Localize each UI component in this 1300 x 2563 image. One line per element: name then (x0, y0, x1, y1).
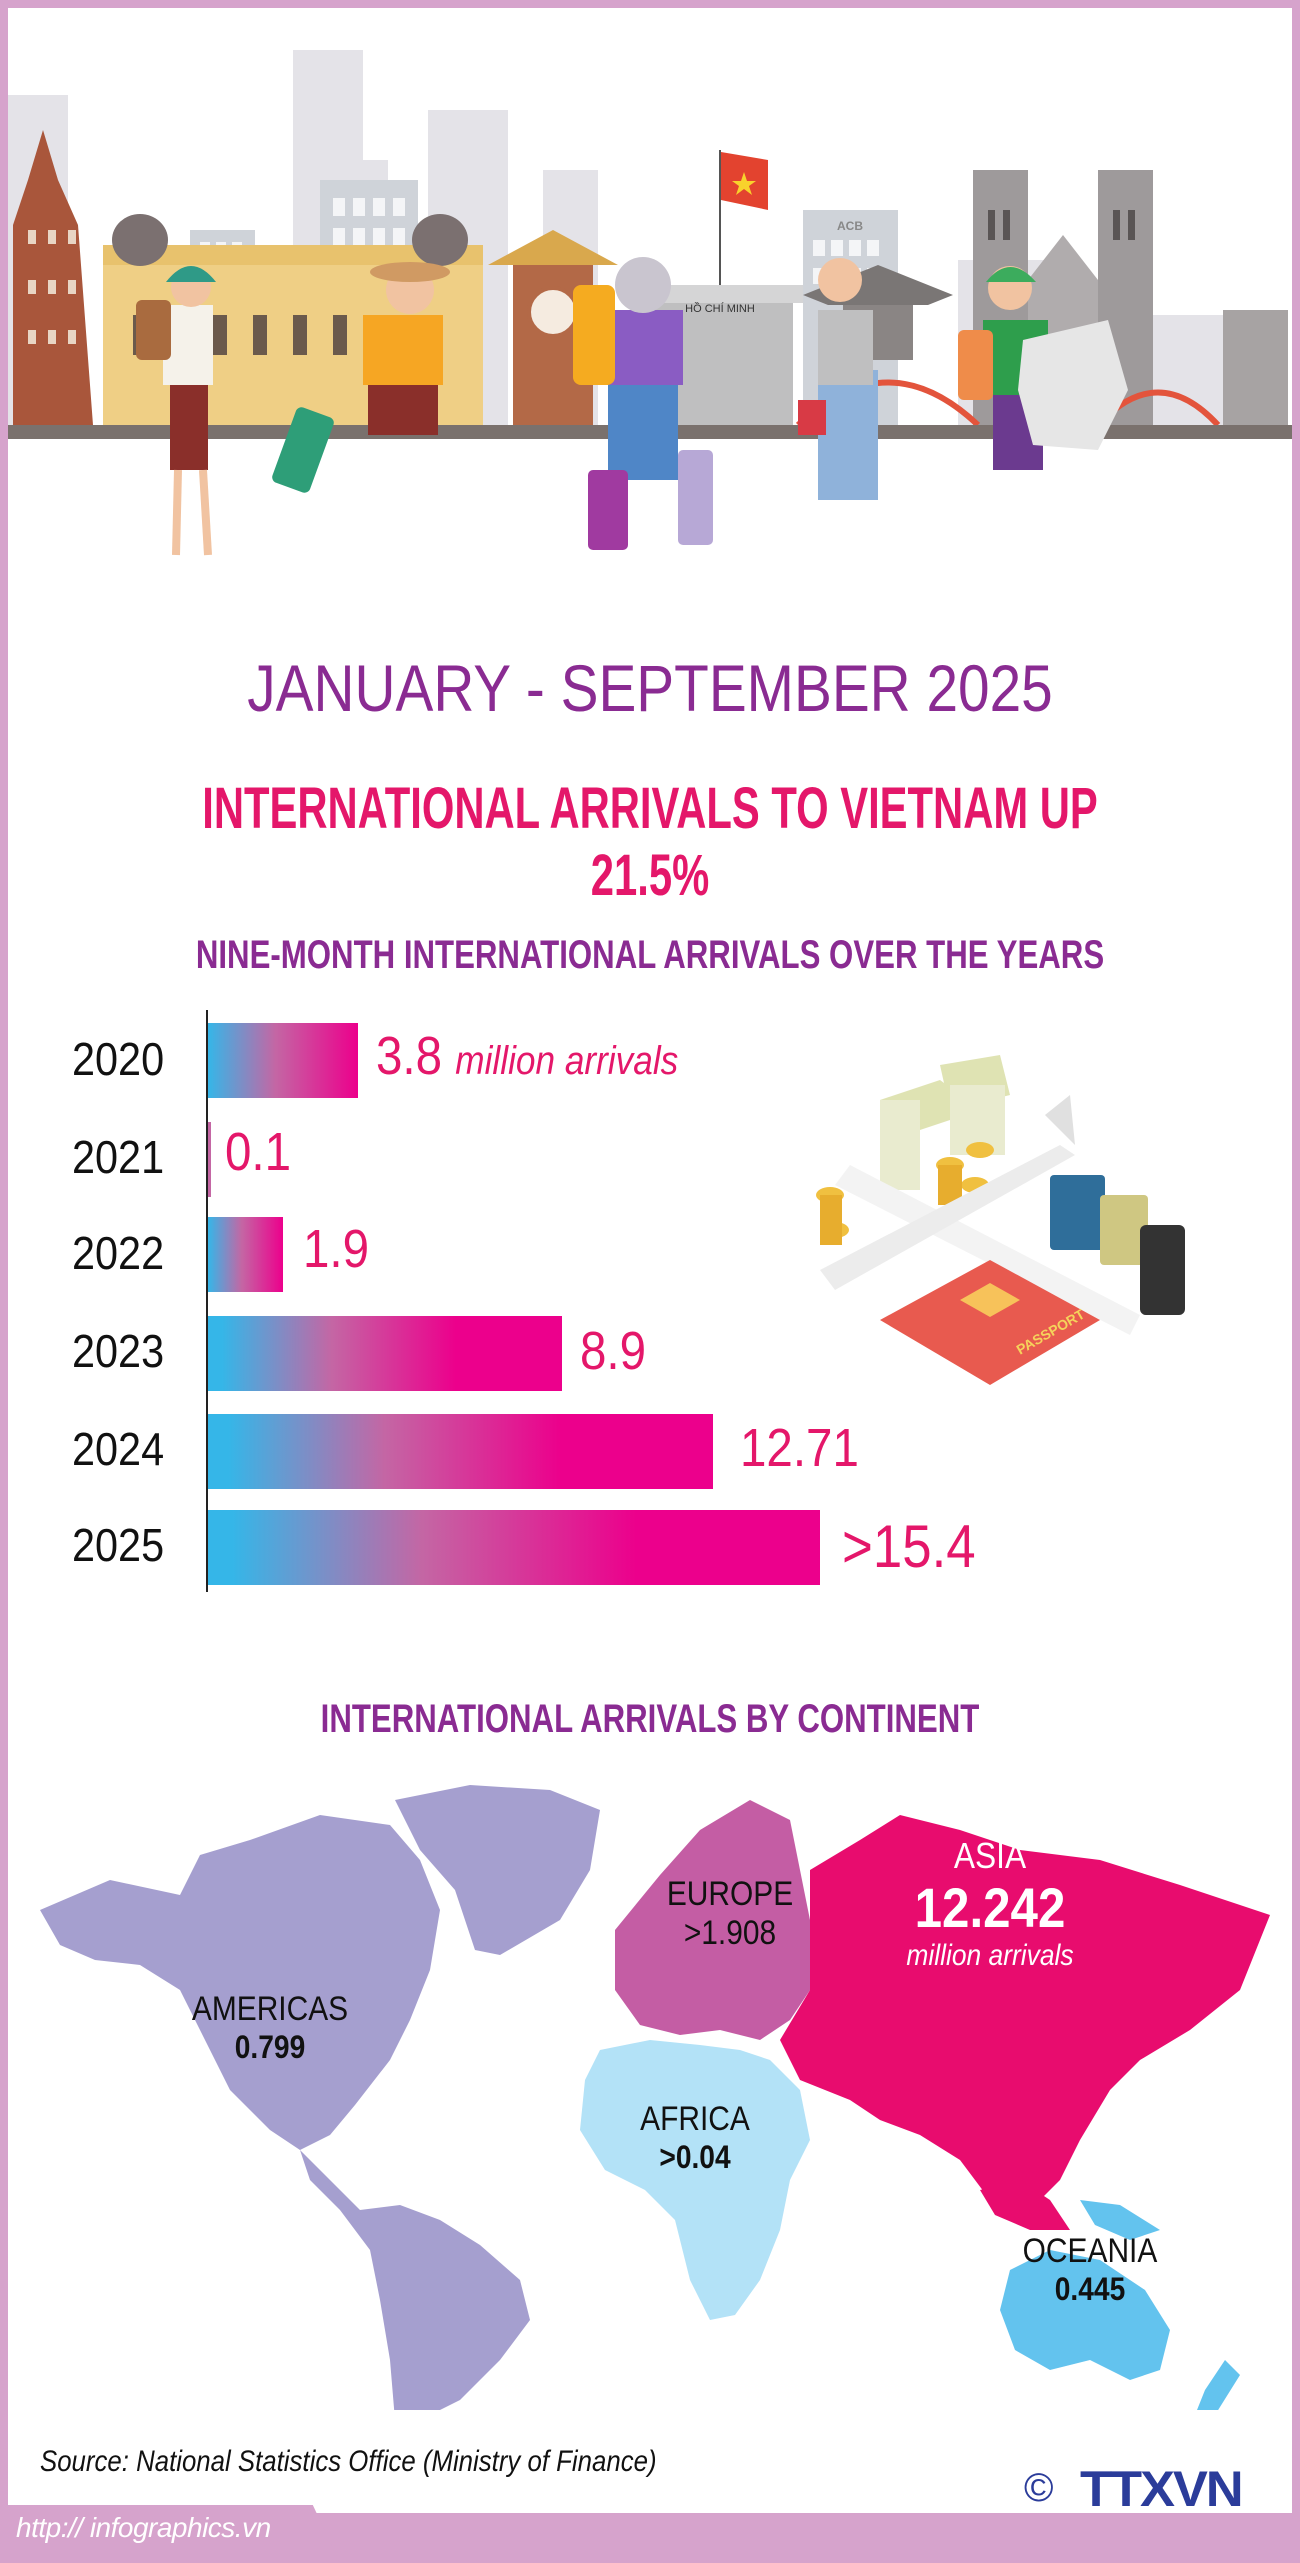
year-label-2023: 2023 (72, 1325, 165, 1377)
continent-oceania-islands (1080, 2200, 1160, 2240)
value-label-2023: 8.9 (580, 1321, 647, 1381)
footer-url-tab (0, 2505, 340, 2563)
year-label-2025: 2025 (72, 1519, 165, 1571)
hanoi-landmarks-tourists-illustration: ACB HỒ CHÍ MINH (8, 50, 1292, 556)
label-americas: AMERICAS 0.799 (191, 1990, 349, 2065)
continent-africa (580, 2040, 810, 2320)
source-note: Source: National Statistics Office (Mini… (40, 2445, 657, 2478)
period-title: JANUARY - SEPTEMBER 2025 (247, 651, 1053, 725)
value-label-2024: 12.71 (740, 1418, 859, 1478)
continent-asia (780, 1815, 1270, 2210)
value-label-2020: 3.8 million arrivals (376, 1026, 679, 1086)
logo-wordmark: TTXVN (1080, 2461, 1244, 2517)
bar-2022 (208, 1217, 283, 1292)
headline: INTERNATIONAL ARRIVALS TO VIETNAM UP 21.… (202, 776, 1098, 908)
year-label-2020: 2020 (72, 1033, 165, 1085)
value-label-2021: 0.1 (225, 1122, 292, 1182)
label-africa: AFRICA >0.04 (640, 2100, 750, 2175)
footer-url[interactable]: http:// infographics.vn (16, 2512, 271, 2543)
label-asia: ASIA 12.242 million arrivals (906, 1835, 1074, 1972)
bar-2025 (208, 1510, 820, 1585)
label-oceania: OCEANIA 0.445 (1022, 2232, 1158, 2307)
bar-chart-axis (206, 1010, 208, 1592)
travel-money-passport-illustration: PASSPORT (816, 1055, 1185, 1385)
year-label-2021: 2021 (72, 1131, 165, 1183)
label-europe: EUROPE >1.908 (666, 1875, 794, 1952)
world-map (40, 1785, 1270, 2410)
bar-2021 (208, 1122, 211, 1197)
svg-text:HỒ CHÍ MINH: HỒ CHÍ MINH (685, 302, 755, 315)
bar-2024 (208, 1414, 713, 1489)
copyright-icon: © (1024, 2466, 1054, 2510)
year-label-2022: 2022 (72, 1227, 165, 1279)
continent-asia-islands (980, 2180, 1070, 2230)
continent-new-zealand (1197, 2360, 1240, 2410)
continent-south-america (300, 2150, 530, 2410)
value-label-2025: >15.4 (842, 1513, 976, 1580)
bar-2023 (208, 1316, 562, 1391)
continent-north-america (40, 1815, 440, 2150)
continent-europe (615, 1800, 810, 2040)
continent-greenland (395, 1785, 600, 1955)
value-label-2022: 1.9 (303, 1219, 370, 1279)
map-title: INTERNATIONAL ARRIVALS BY CONTINENT (320, 1697, 980, 1741)
bar-chart-title: NINE-MONTH INTERNATIONAL ARRIVALS OVER T… (195, 933, 1105, 977)
continent-oceania (1000, 2250, 1170, 2380)
hero-illustration: ACB HỒ CHÍ MINH (8, 50, 1292, 590)
bar-2020 (208, 1023, 358, 1098)
svg-text:ACB: ACB (837, 219, 863, 233)
year-label-2024: 2024 (72, 1423, 165, 1475)
